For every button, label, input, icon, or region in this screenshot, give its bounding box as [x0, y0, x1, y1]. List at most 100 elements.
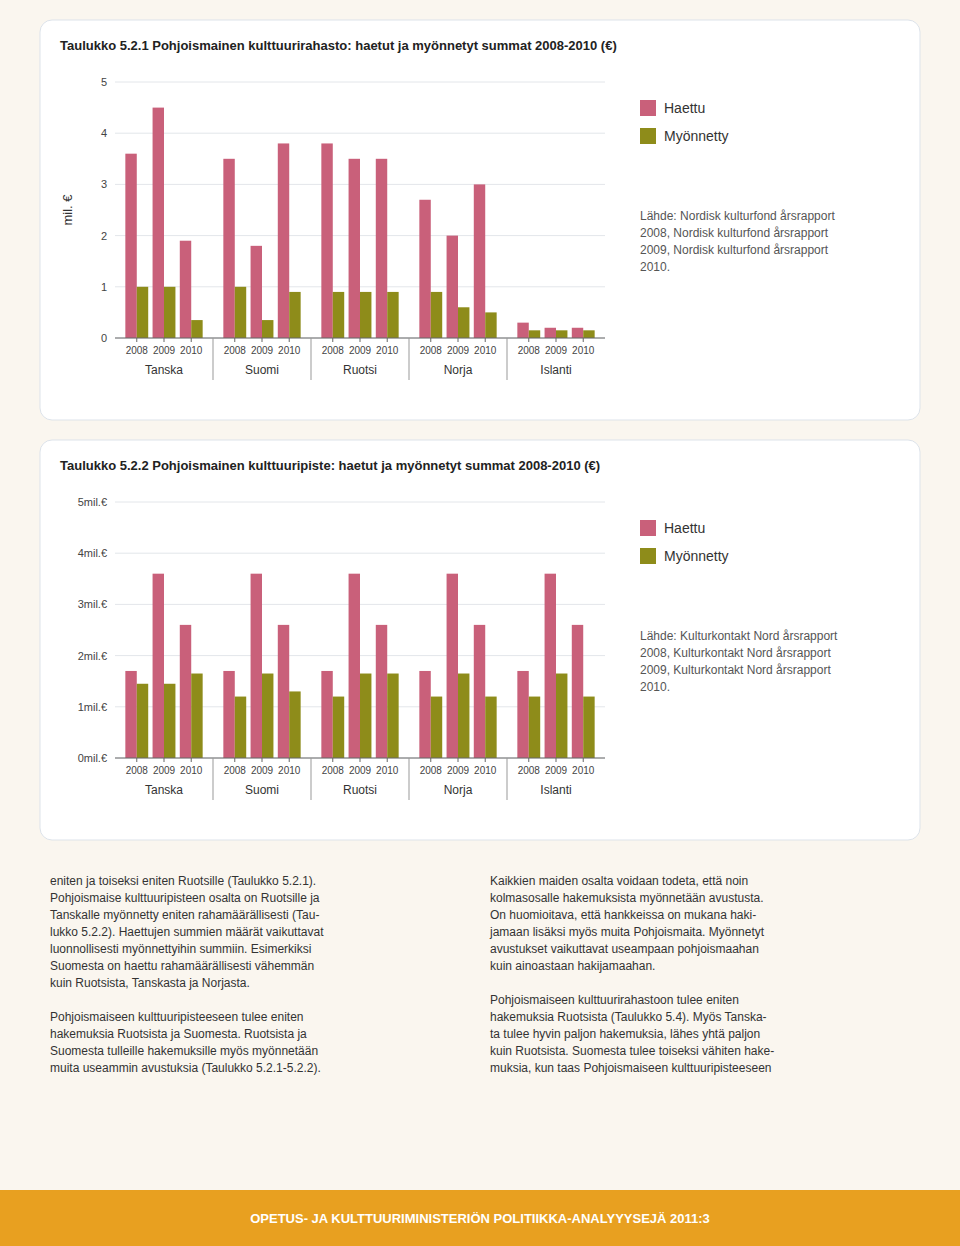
x-tick	[234, 338, 235, 342]
bar	[529, 697, 540, 758]
bar	[321, 671, 332, 758]
text-line: 2008, Nordisk kulturfond årsrapport	[640, 226, 829, 240]
text-line: Lähde: Nordisk kulturfond årsrapport	[640, 209, 835, 223]
bar	[529, 330, 540, 338]
group-separator	[213, 338, 214, 380]
bar	[137, 684, 148, 758]
bar	[376, 625, 387, 758]
bar	[474, 625, 485, 758]
group-label: Suomi	[245, 783, 279, 797]
text-line: Pohjoismaiseen kulttuuripisteeseen tulee…	[50, 1010, 304, 1024]
x-tick	[458, 338, 459, 342]
bar	[556, 330, 567, 338]
bar	[164, 287, 175, 338]
bar	[289, 691, 300, 758]
y-tick-label: 2mil.€	[78, 650, 107, 662]
bar	[349, 159, 360, 338]
group-label: Ruotsi	[343, 363, 377, 377]
bar	[180, 241, 191, 338]
group-separator	[311, 338, 312, 380]
x-tick	[387, 758, 388, 762]
x-tick-label: 2008	[126, 345, 149, 356]
y-tick-label: 2	[101, 230, 107, 242]
bar	[517, 671, 528, 758]
y-tick-label: 4	[101, 127, 107, 139]
chart-box	[40, 20, 920, 420]
text-line: Suomesta tulleille hakemuksille myös myö…	[50, 1044, 318, 1058]
x-tick	[234, 758, 235, 762]
x-tick-label: 2010	[572, 345, 595, 356]
bar	[223, 159, 234, 338]
title: Taulukko 5.2.2 Pohjoismainen kulttuuripi…	[60, 458, 600, 473]
text-line	[50, 993, 53, 1007]
group-separator	[213, 758, 214, 800]
x-tick	[191, 758, 192, 762]
text-line: Lähde: Kulturkontakt Nord årsrapport	[640, 629, 838, 643]
x-tick-label: 2010	[278, 765, 301, 776]
x-tick-label: 2010	[474, 765, 497, 776]
text-line: luonnollisesti myönnettyihin summiin. Es…	[50, 942, 311, 956]
y-tick-label: 4mil.€	[78, 547, 107, 559]
chart-box	[40, 440, 920, 840]
chart: Taulukko 5.2.2 Pohjoismainen kulttuuripi…	[40, 440, 920, 840]
bar	[419, 200, 430, 338]
x-tick	[360, 338, 361, 342]
bar	[125, 671, 136, 758]
bar	[387, 292, 398, 338]
text-line: 2008, Kulturkontakt Nord årsrapport	[640, 646, 831, 660]
x-tick	[289, 338, 290, 342]
x-tick-label: 2009	[349, 345, 372, 356]
bar	[262, 320, 273, 338]
grid-line	[115, 82, 605, 83]
x-tick-label: 2009	[251, 345, 274, 356]
x-tick	[191, 338, 192, 342]
bar	[235, 697, 246, 758]
x-tick-label: 2008	[322, 765, 345, 776]
legend-label: Myönnetty	[664, 128, 729, 144]
x-tick-label: 2008	[518, 345, 541, 356]
text-line: kolmasosalle hakemuksista myönnetään avu…	[490, 891, 763, 905]
group-label: Islanti	[540, 783, 571, 797]
group-separator	[311, 758, 312, 800]
x-tick-label: 2010	[376, 765, 399, 776]
bar	[235, 287, 246, 338]
y-tick-label: 3	[101, 178, 107, 190]
y-tick-label: 1mil.€	[78, 701, 107, 713]
x-tick-label: 2010	[572, 765, 595, 776]
text-line: jamaan lisäksi myös muita Pohjoismaita. …	[489, 925, 765, 939]
bar	[333, 697, 344, 758]
text-line: On huomioitava, että hankkeissa on mukan…	[490, 908, 756, 922]
group-label: Tanska	[145, 363, 183, 377]
bar	[137, 287, 148, 338]
x-tick	[262, 758, 263, 762]
chart: Taulukko 5.2.1 Pohjoismainen kulttuurira…	[40, 20, 920, 420]
text-line: muita useammin avustuksia (Taulukko 5.2.…	[50, 1061, 321, 1075]
x-tick-label: 2008	[420, 765, 443, 776]
annotation: Lähde: Kulturkontakt Nord årsrapport 2008…	[640, 629, 838, 694]
x-tick	[485, 338, 486, 342]
group-label: Ruotsi	[343, 783, 377, 797]
legend-label: Haettu	[664, 520, 705, 536]
x-tick	[556, 338, 557, 342]
y-tick-label: 0mil.€	[78, 752, 107, 764]
text-line: kuin Ruotsista. Suomesta tulee toiseksi …	[490, 1044, 774, 1058]
text-line: muksia, kun taas Pohjoismaiseen kulttuur…	[490, 1061, 771, 1075]
bar	[419, 671, 430, 758]
bar	[333, 292, 344, 338]
x-tick	[360, 758, 361, 762]
x-tick	[332, 338, 333, 342]
x-tick	[430, 338, 431, 342]
x-tick	[485, 758, 486, 762]
bar	[474, 184, 485, 338]
footer-text: OPETUS- JA KULTTUURIMINISTERIÖN POLITIIK…	[250, 1211, 710, 1226]
paragraph: eniten ja toiseksi eniten Ruotsille (Tau…	[50, 874, 324, 1075]
bar	[431, 292, 442, 338]
x-tick-label: 2010	[180, 345, 203, 356]
legend-swatch	[640, 100, 656, 116]
bar	[545, 328, 556, 338]
x-tick-label: 2008	[518, 765, 541, 776]
x-tick-label: 2009	[153, 765, 176, 776]
grid-line	[115, 133, 605, 134]
legend-label: Haettu	[664, 100, 705, 116]
bar	[289, 292, 300, 338]
